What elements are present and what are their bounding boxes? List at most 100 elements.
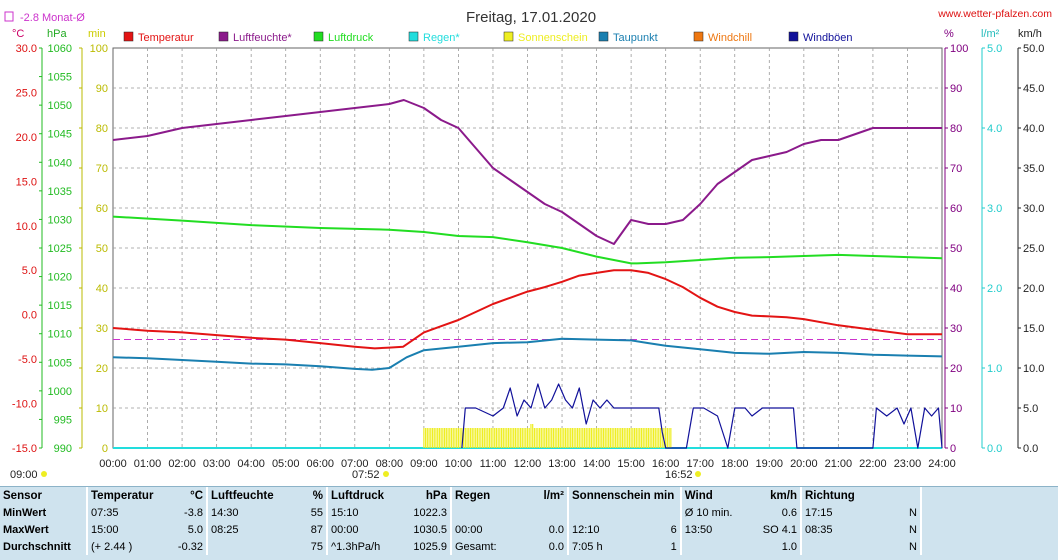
tick-x: 17:00 <box>686 458 714 470</box>
unit-sun: min <box>88 28 106 40</box>
legend-swatch <box>218 31 229 42</box>
legend-label: Temperatur <box>138 32 194 44</box>
site-link[interactable]: www.wetter-pfalzen.com <box>937 8 1052 20</box>
cell-dir-time <box>800 538 878 555</box>
row-label: MaxWert <box>3 523 49 536</box>
cell-wind-value: 1.0 <box>781 540 797 553</box>
cell-dir-time: 08:35 <box>800 521 878 538</box>
tick-x: 10:00 <box>445 458 473 470</box>
sunset-label: 16:52 <box>665 469 693 481</box>
tick-x: 20:00 <box>790 458 818 470</box>
sun-icon <box>695 471 701 477</box>
tick-x: 03:00 <box>203 458 231 470</box>
tick-hum: 100 <box>950 43 968 55</box>
tick-sun: 70 <box>96 163 108 175</box>
legend-swatch <box>788 31 799 42</box>
sun-icon <box>41 471 47 477</box>
tick-x: 02:00 <box>168 458 196 470</box>
tick-rain: 2.0 <box>987 283 1002 295</box>
tick-press: 995 <box>54 414 72 426</box>
tick-x: 06:00 <box>306 458 334 470</box>
tick-press: 1005 <box>48 357 72 369</box>
tick-x: 21:00 <box>825 458 853 470</box>
row-label: MinWert <box>3 506 47 519</box>
tick-press: 990 <box>54 443 72 455</box>
hdr-dir: Richtung <box>800 487 878 504</box>
tick-x: 15:00 <box>617 458 645 470</box>
grid <box>112 47 943 449</box>
tick-wind: 10.0 <box>1023 363 1044 375</box>
stats-header-row: Sensor Temperatur °C Luftfeuchte % Luftd… <box>0 487 1058 504</box>
tick-wind: 25.0 <box>1023 243 1044 255</box>
legend-label: Windchill <box>708 32 752 44</box>
tick-press: 1040 <box>48 157 72 169</box>
tick-x: 13:00 <box>548 458 576 470</box>
avg-marker-icon <box>4 11 14 22</box>
sun-marks: 09:00 07:52 16:52 <box>10 469 701 481</box>
tick-press: 1045 <box>48 129 72 141</box>
tick-hum: 80 <box>950 123 962 135</box>
cell-hum-time: 08:25 <box>206 521 294 538</box>
cell-temp-time: (+ 2.44 ) <box>86 538 174 555</box>
axes: 30.0 25.0 20.0 15.0 10.0 5.0 0.0 -5.0 -10.0 -15.0… <box>12 43 1045 470</box>
tick-temp: -15.0 <box>12 443 37 455</box>
hdr-temp-unit: °C <box>190 489 203 502</box>
tick-x: 01:00 <box>134 458 162 470</box>
cell-dir-value: N <box>909 523 917 536</box>
tick-temp: 5.0 <box>22 265 37 277</box>
tick-temp: -5.0 <box>18 354 37 366</box>
cell-sun-value: 1 <box>670 540 677 553</box>
legend-label: Luftfeuchte* <box>233 32 292 44</box>
tick-x: 16:00 <box>652 458 680 470</box>
stats-row-avg: Durchschnitt (+ 2.44 ) -0.32 75 ^1.3hPa/… <box>0 538 1058 555</box>
cell-wind-time: 13:50 <box>679 521 760 538</box>
cell-hum-time: 14:30 <box>206 504 294 521</box>
cell-rain-value: 0.0 <box>548 523 564 536</box>
tick-sun: 100 <box>90 43 108 55</box>
tick-x: 09:00 <box>410 458 438 470</box>
cell-press-time: 00:00 <box>326 521 404 538</box>
tick-hum: 0 <box>950 443 956 455</box>
cell-press-time: ^1.3hPa/h <box>326 538 404 555</box>
cell-sun-time <box>567 504 652 521</box>
cell-sun-time: 7:05 h <box>567 538 652 555</box>
hdr-press-unit: hPa <box>425 489 447 502</box>
sunrise-label: 07:52 <box>352 469 380 481</box>
tick-temp: 15.0 <box>16 176 37 188</box>
sun-start-label: 09:00 <box>10 469 38 481</box>
weather-chart: Freitag, 17.01.2020 www.wetter-pfalzen.c… <box>4 8 1052 481</box>
cell-press-value: 1025.9 <box>413 540 447 553</box>
row-label: Durchschnitt <box>3 540 71 553</box>
legend-label: Sonnenschein <box>518 32 588 44</box>
legend: Temperatur Luftfeuchte* Luftdruck Regen* Son… <box>123 31 853 44</box>
sunshine-bars <box>423 424 672 448</box>
tick-temp: 10.0 <box>16 221 37 233</box>
cell-sun-value: 6 <box>670 523 677 536</box>
tick-rain: 1.0 <box>987 363 1002 375</box>
tick-x: 18:00 <box>721 458 749 470</box>
tick-hum: 50 <box>950 243 962 255</box>
tick-wind: 30.0 <box>1023 203 1044 215</box>
tick-x: 14:00 <box>583 458 611 470</box>
tick-wind: 40.0 <box>1023 123 1044 135</box>
tick-temp: -10.0 <box>12 399 37 411</box>
tick-wind: 50.0 <box>1023 43 1044 55</box>
plot-area <box>112 99 943 449</box>
cell-dir-value: N <box>909 540 917 553</box>
tick-press: 1055 <box>48 72 72 84</box>
cell-temp-value: 5.0 <box>187 523 203 536</box>
series-line <box>112 337 943 371</box>
hdr-wind-unit: km/h <box>770 489 797 502</box>
sun-icon <box>383 471 389 477</box>
tick-rain: 3.0 <box>987 203 1002 215</box>
tick-wind: 35.0 <box>1023 163 1044 175</box>
cell-sun-value <box>652 504 681 521</box>
cell-wind-value: 0.6 <box>781 506 797 519</box>
tick-hum: 20 <box>950 363 962 375</box>
tick-rain: 4.0 <box>987 123 1002 135</box>
series-line <box>461 383 943 449</box>
tick-sun: 60 <box>96 203 108 215</box>
tick-x: 22:00 <box>859 458 887 470</box>
tick-wind: 20.0 <box>1023 283 1044 295</box>
cell-rain-time <box>450 504 528 521</box>
